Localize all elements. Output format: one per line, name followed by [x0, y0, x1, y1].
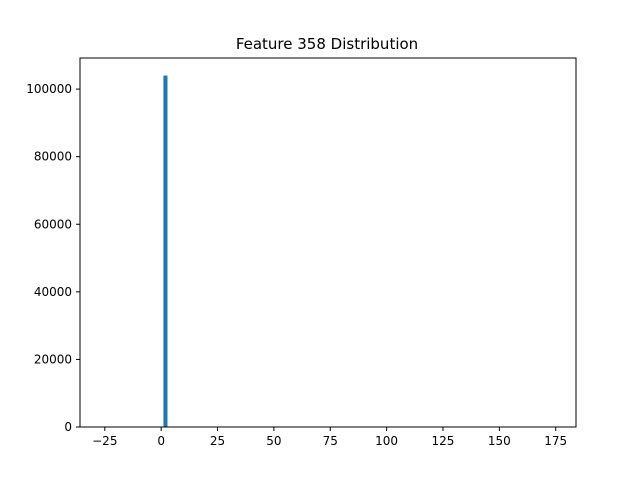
- x-tick-label: 150: [488, 434, 511, 448]
- y-tick-label: 0: [64, 420, 72, 434]
- x-tick-label: 75: [323, 434, 338, 448]
- x-tick-label: 50: [266, 434, 281, 448]
- x-axis-ticks: −25 0 25 50 75 100 125 150 175: [92, 427, 567, 448]
- y-tick-label: 20000: [34, 352, 72, 366]
- x-tick-label: 125: [432, 434, 455, 448]
- y-tick-label: 60000: [34, 217, 72, 231]
- x-tick-label: 175: [544, 434, 567, 448]
- chart-title: Feature 358 Distribution: [236, 35, 418, 53]
- bars-layer: [163, 75, 168, 428]
- x-tick-label: −25: [92, 434, 117, 448]
- histogram-bar: [163, 75, 168, 428]
- y-tick-label: 40000: [34, 285, 72, 299]
- y-tick-label: 100000: [26, 82, 72, 96]
- plot-area-frame: [79, 57, 577, 428]
- y-tick-label: 80000: [34, 150, 72, 164]
- x-tick-label: 0: [157, 434, 165, 448]
- y-axis-ticks: 0 20000 40000 60000 80000 100000: [26, 82, 80, 434]
- x-tick-label: 25: [210, 434, 225, 448]
- x-tick-label: 100: [375, 434, 398, 448]
